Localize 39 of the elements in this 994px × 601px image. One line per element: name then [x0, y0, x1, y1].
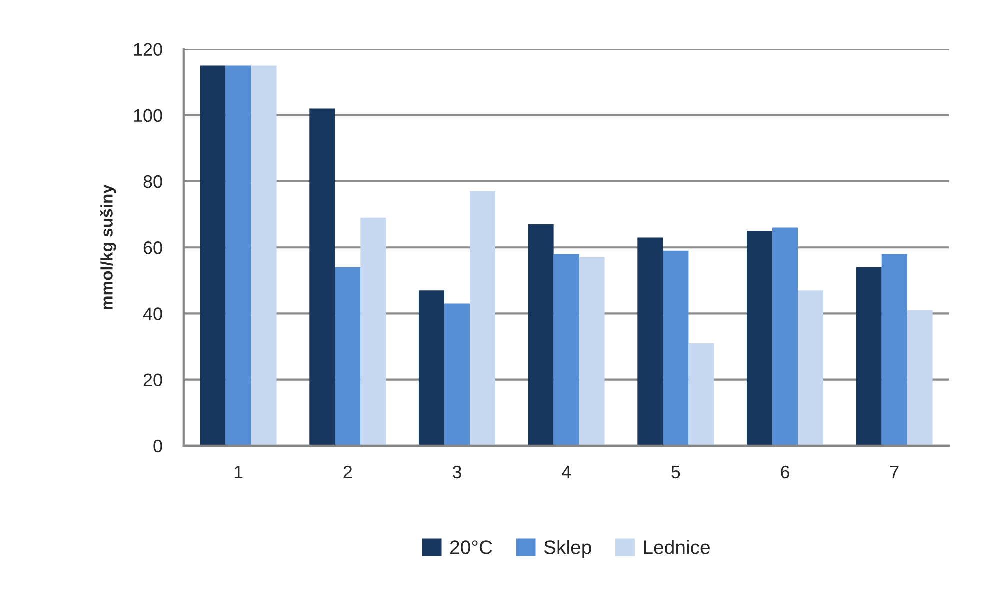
x-tick-label: 4	[562, 466, 572, 478]
bar	[882, 254, 908, 446]
bar	[444, 304, 470, 446]
bar	[360, 218, 386, 446]
x-tick-label: 7	[890, 466, 899, 478]
y-tick-label: 80	[144, 175, 162, 188]
bar	[418, 290, 444, 446]
y-tick-label: 100	[134, 109, 162, 122]
bar	[663, 250, 689, 446]
x-tick-label: 2	[344, 466, 352, 478]
bar	[772, 228, 798, 446]
bar	[907, 310, 933, 446]
bar	[798, 290, 824, 446]
bar	[470, 191, 496, 446]
bar	[554, 254, 580, 446]
bar	[226, 66, 252, 446]
bar	[200, 66, 226, 446]
bar	[335, 267, 361, 446]
legend-label: Lednice	[644, 540, 710, 554]
bar	[251, 66, 277, 446]
x-tick-label: 3	[452, 466, 462, 479]
y-tick-label: 20	[144, 374, 162, 387]
y-tick-label: 60	[144, 242, 162, 254]
x-tick-label: 5	[672, 466, 680, 479]
x-tick-label: 6	[781, 466, 790, 479]
y-axis-title: mmol/kg sušiny	[100, 184, 116, 310]
legend-label: Sklep	[544, 540, 592, 558]
bar	[638, 238, 664, 446]
y-tick-label: 40	[143, 308, 162, 320]
bar	[528, 224, 554, 446]
y-tick-label: 0	[154, 440, 162, 453]
bar	[856, 267, 882, 446]
legend-label: 20°C	[450, 540, 492, 554]
bar	[310, 108, 336, 446]
x-tick-label: 1	[234, 466, 243, 478]
bar	[746, 231, 773, 446]
y-tick-label: 120	[134, 43, 162, 56]
bar	[688, 343, 714, 446]
bar	[579, 258, 605, 446]
